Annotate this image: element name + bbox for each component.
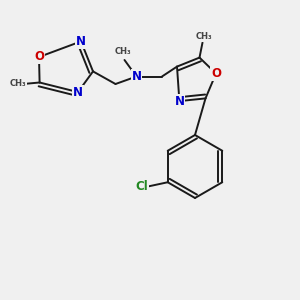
Text: N: N — [76, 35, 86, 48]
Text: O: O — [211, 67, 221, 80]
Text: O: O — [34, 50, 44, 64]
Text: N: N — [73, 85, 83, 99]
Text: N: N — [174, 94, 184, 108]
Text: CH₃: CH₃ — [115, 47, 131, 56]
Text: Cl: Cl — [135, 180, 148, 193]
Text: N: N — [131, 70, 142, 83]
Text: CH₃: CH₃ — [196, 32, 212, 41]
Text: CH₃: CH₃ — [9, 80, 26, 88]
